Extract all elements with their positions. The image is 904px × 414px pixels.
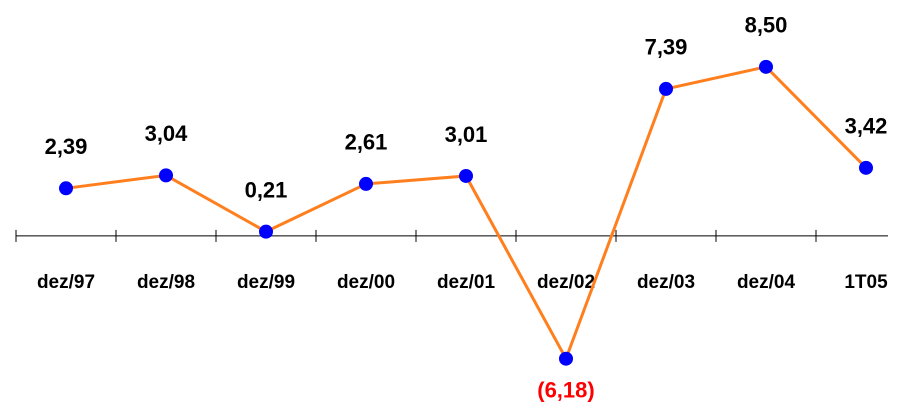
value-label: 8,50 <box>745 13 788 38</box>
value-label: 2,39 <box>45 134 88 159</box>
marker <box>859 160 873 175</box>
x-tick-label: dez/02 <box>537 272 595 293</box>
x-tick-label: dez/97 <box>37 272 95 293</box>
marker <box>759 59 773 74</box>
marker <box>459 168 473 183</box>
x-tick-label: dez/03 <box>637 272 695 293</box>
value-label: 2,61 <box>345 130 388 155</box>
line <box>65 65 868 363</box>
value-label: 0,21 <box>245 177 288 202</box>
marker <box>59 181 73 196</box>
x-tick-label: dez/98 <box>137 272 195 293</box>
value-label: 3,42 <box>845 114 888 139</box>
value-label: 3,04 <box>145 121 189 146</box>
x-tick-label: dez/00 <box>337 272 395 293</box>
x-tick-label: 1T05 <box>844 272 888 293</box>
marker <box>159 168 173 183</box>
marker <box>659 81 673 96</box>
x-tick-label: dez/01 <box>437 272 496 293</box>
marker <box>359 176 373 191</box>
marker <box>559 351 573 366</box>
value-label: 3,01 <box>445 122 488 147</box>
x-tick-label: dez/99 <box>237 272 295 293</box>
marker <box>259 224 273 239</box>
value-label: 7,39 <box>645 35 688 60</box>
value-label: (6,18) <box>537 378 594 403</box>
x-tick-label: dez/04 <box>737 272 796 293</box>
